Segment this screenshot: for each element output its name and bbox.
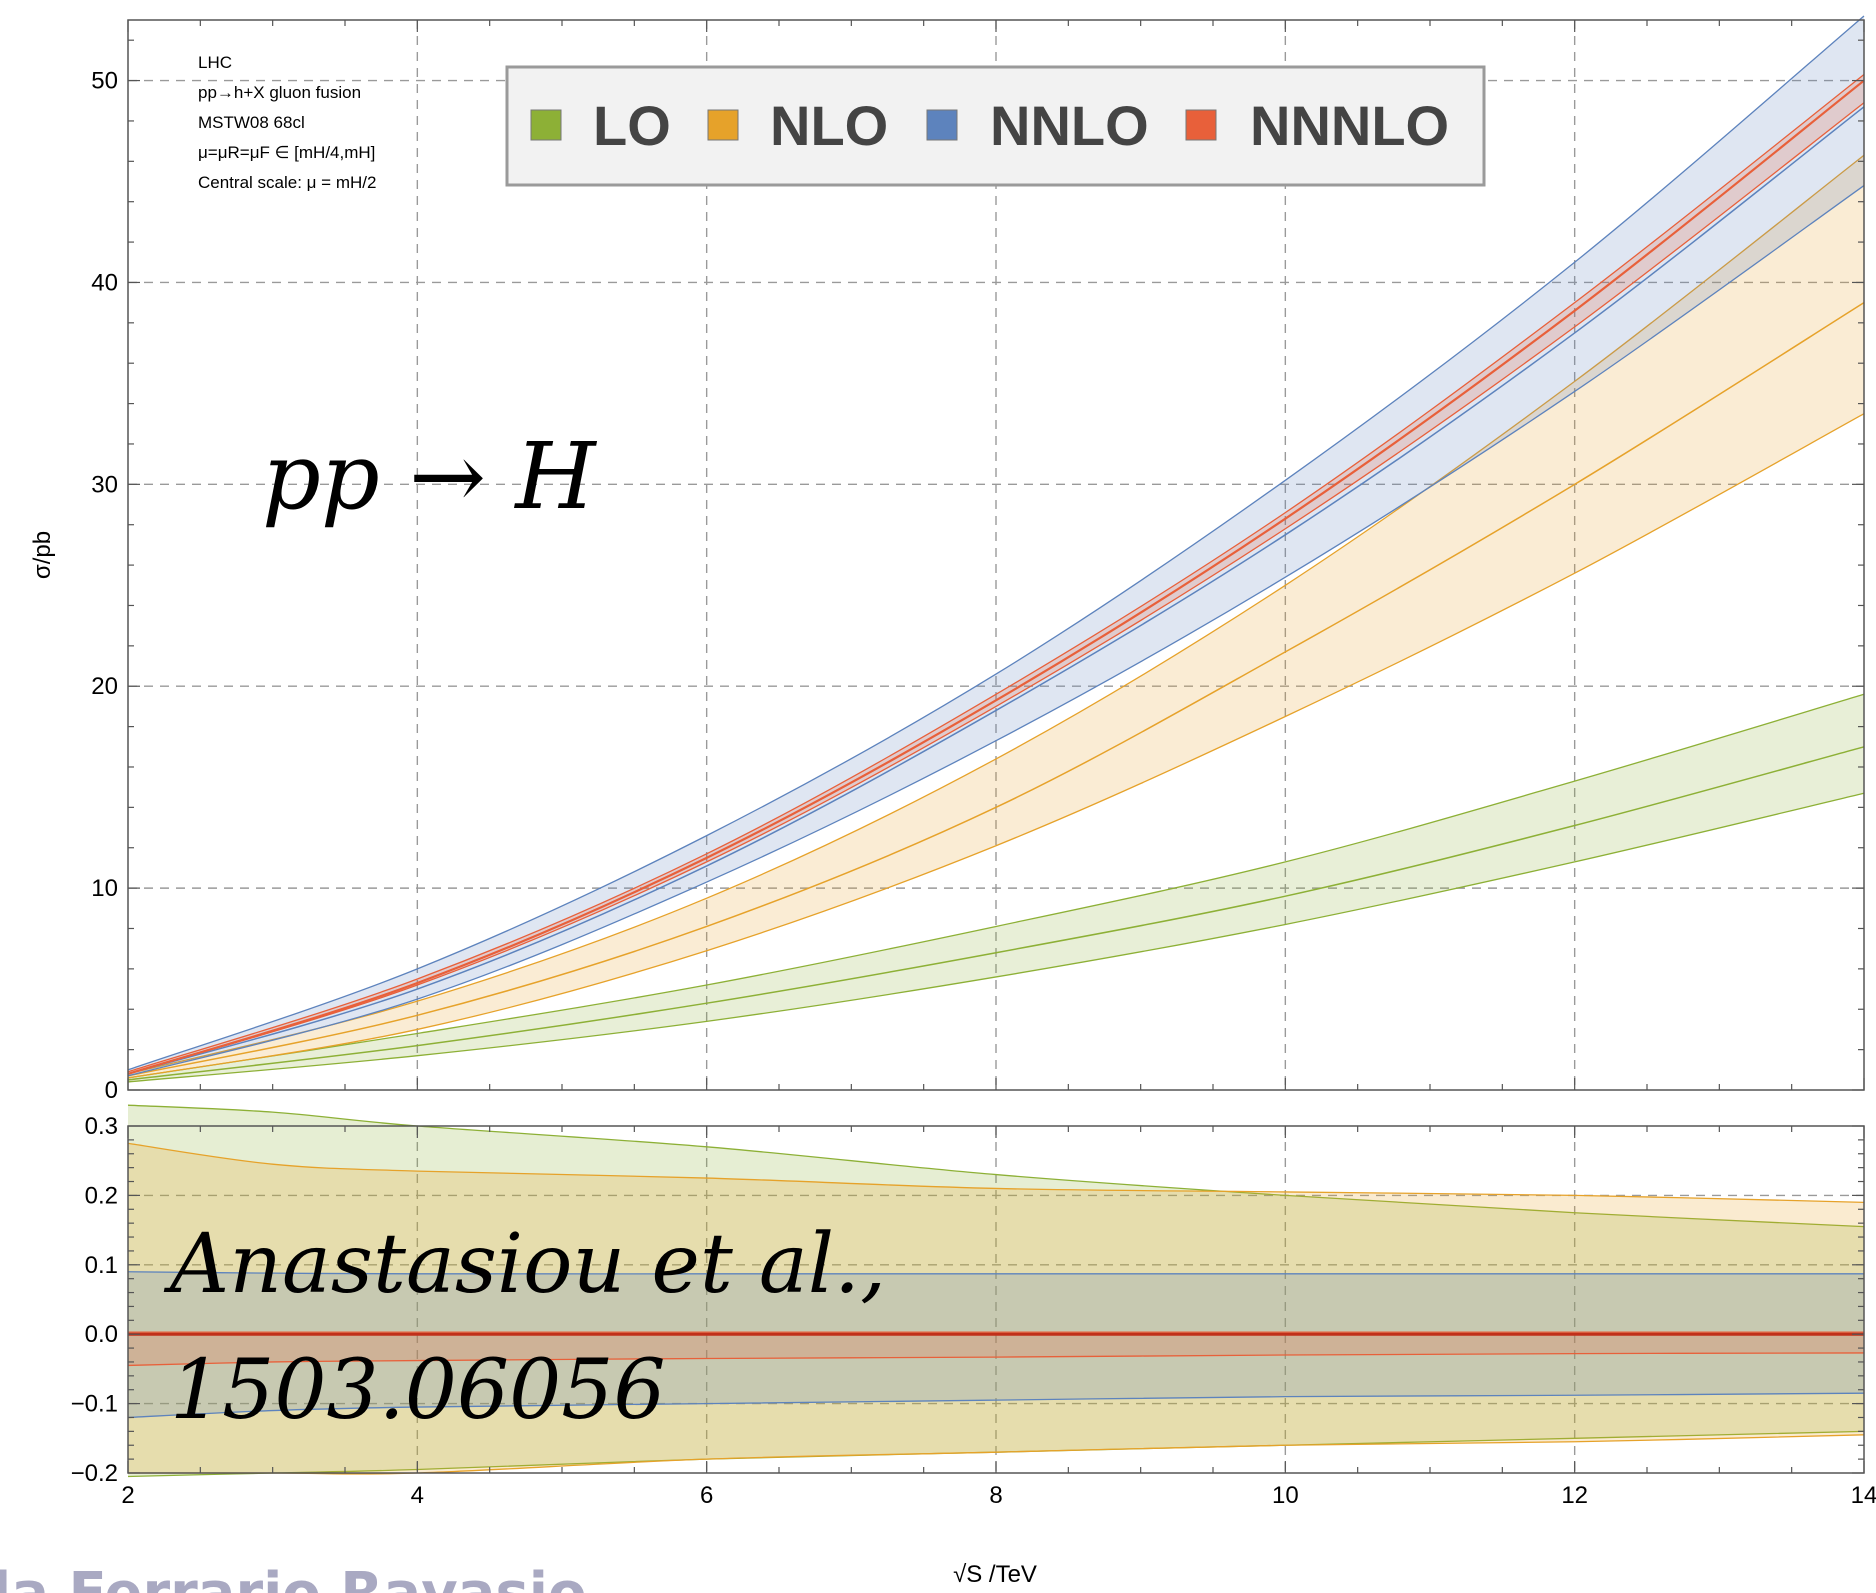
legend-label-lo: LO [593, 94, 671, 157]
legend: LO NLO NNLO NNNLO [505, 65, 1486, 187]
legend-box [505, 65, 1486, 187]
y-tick-label: 50 [91, 68, 118, 95]
info-line-2: pp→h+X gluon fusion [198, 83, 361, 102]
y-tick-label: −0.1 [71, 1391, 118, 1418]
band-lower-nnlo [127, 185, 1865, 1077]
x-tick-label: 14 [1851, 1482, 1876, 1509]
x-tick-label: 2 [121, 1482, 134, 1509]
x-tick-label: 4 [411, 1482, 424, 1509]
main-bands [127, 15, 1865, 1083]
band-nlo [128, 1143, 1864, 1475]
info-line-3: MSTW08 68cl [198, 113, 305, 132]
info-annotation: LHC pp→h+X gluon fusion MSTW08 68cl μ=μR… [198, 53, 376, 192]
y-tick-label: 10 [91, 875, 118, 902]
band-nnnlo [128, 1332, 1864, 1366]
central-line-lo [127, 746, 1865, 1081]
x-tick-labels: 2 4 6 8 10 12 14 [121, 1482, 1876, 1509]
legend-swatch-nnlo [926, 109, 958, 141]
band-upper-nnnlo [127, 73, 1865, 1073]
band-upper-lo [127, 693, 1865, 1079]
central-line-nnnlo [127, 79, 1865, 1075]
y-tick-label: 20 [91, 673, 118, 700]
band-lower-nlo [127, 413, 1865, 1079]
x-axis-label: √S /TeV [953, 1561, 1037, 1588]
info-line-5: Central scale: μ = mH/2 [198, 173, 376, 192]
band-lower-nnnlo [127, 1352, 1865, 1367]
y-tick-label: 0.1 [85, 1252, 118, 1279]
y-axis-label: σ/pb [29, 531, 56, 579]
main-y-tick-labels: 0 10 20 30 40 50 [91, 68, 118, 1104]
band-upper-lo [127, 1104, 1865, 1228]
ratio-y-tick-labels: −0.2 −0.1 0.0 0.1 0.2 0.3 [71, 1113, 118, 1487]
central-line-nlo [127, 302, 1865, 1077]
band-upper-nlo [127, 154, 1865, 1075]
citation-authors: Anastasiou et al., [163, 1217, 886, 1312]
y-tick-label: −0.2 [71, 1460, 118, 1487]
citation-arxiv: 1503.06056 [170, 1343, 666, 1438]
legend-label-nlo: NLO [770, 94, 888, 157]
legend-swatch-lo [530, 109, 562, 141]
y-tick-label: 0.2 [85, 1182, 118, 1209]
y-tick-label: 0 [105, 1077, 118, 1104]
legend-swatch-nnnlo [1185, 109, 1217, 141]
ratio-ticks [127, 1125, 1865, 1474]
author-watermark: la Ferrario Ravasio [0, 1561, 586, 1593]
x-tick-label: 10 [1272, 1482, 1299, 1509]
band-lower-lo [127, 792, 1865, 1083]
x-tick-label: 6 [700, 1482, 713, 1509]
band-lower-nnnlo [127, 102, 1865, 1075]
main-grid [128, 20, 1864, 1090]
band-upper-nnlo [127, 1271, 1864, 1275]
y-tick-label: 0.3 [85, 1113, 118, 1140]
band-nnlo [128, 1271, 1864, 1418]
y-tick-label: 0.0 [85, 1321, 118, 1348]
info-line-1: LHC [198, 53, 232, 72]
ratio-bands [127, 1104, 1865, 1478]
band-lo [128, 1105, 1864, 1477]
x-tick-label: 8 [989, 1482, 1002, 1509]
legend-label-nnlo: NNLO [990, 94, 1149, 157]
info-line-4: μ=μR=μF ∈ [mH/4,mH] [198, 143, 375, 162]
x-tick-label: 12 [1561, 1482, 1588, 1509]
band-upper-nnlo [127, 15, 1865, 1071]
band-upper-nlo [127, 1142, 1865, 1203]
central-line-nnlo [127, 106, 1865, 1075]
legend-swatch-nlo [707, 109, 739, 141]
legend-label-nnnlo: NNNLO [1250, 94, 1449, 157]
process-label: pp → H [262, 423, 597, 530]
y-tick-label: 40 [91, 269, 118, 296]
main-ticks [127, 20, 1865, 1091]
band-lower-nnlo [127, 1392, 1865, 1419]
y-tick-label: 30 [91, 471, 118, 498]
